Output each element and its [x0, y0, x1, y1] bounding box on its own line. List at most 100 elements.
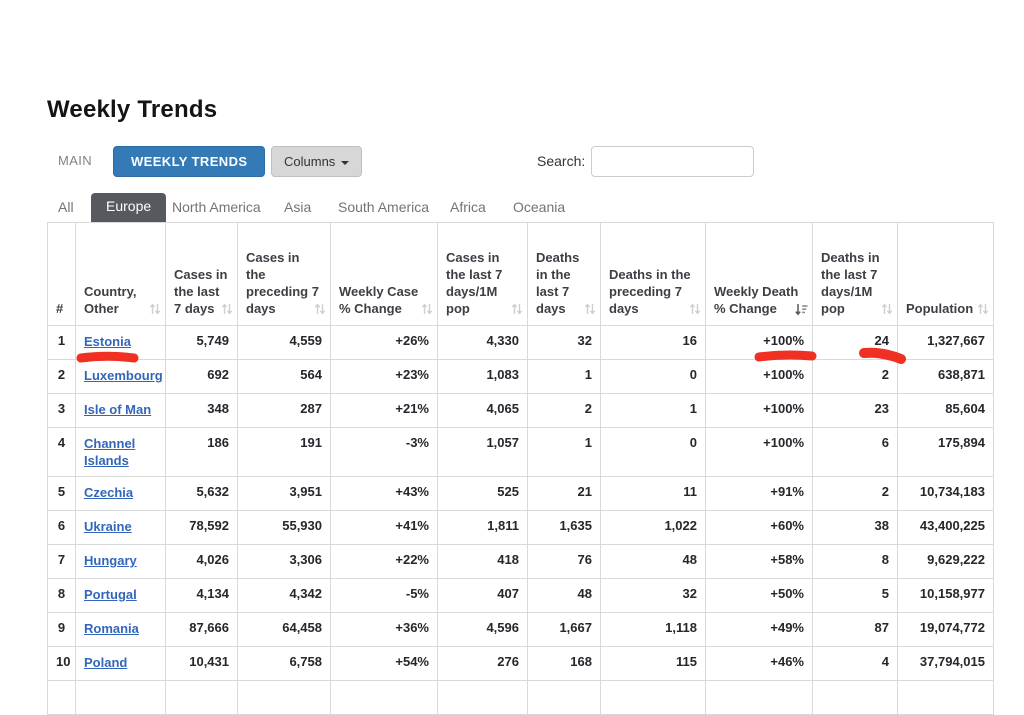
- value-cell: 115: [600, 646, 706, 681]
- columns-button-label: Columns: [284, 154, 336, 169]
- col-header-label: Cases in the last 7 days/1M pop: [446, 250, 503, 316]
- row-rank: 8: [47, 578, 76, 613]
- country-link[interactable]: Isle of Man: [84, 402, 152, 417]
- value-cell: +36%: [330, 612, 438, 647]
- region-tab-all[interactable]: All: [58, 199, 74, 215]
- value-cell: 87,666: [165, 612, 238, 647]
- value-cell: 32: [527, 325, 601, 360]
- value-cell: 48: [600, 544, 706, 579]
- region-tab-north-america[interactable]: North America: [172, 199, 261, 215]
- country-link[interactable]: Poland: [84, 655, 128, 670]
- sort-both-icon: [149, 302, 161, 316]
- value-cell: 407: [437, 578, 528, 613]
- value-cell: 43,400,225: [897, 510, 994, 545]
- value-cell: 1,057: [437, 427, 528, 477]
- region-tab-south-america[interactable]: South America: [338, 199, 430, 215]
- country-cell: Portugal: [75, 578, 166, 613]
- value-cell: 3,951: [237, 476, 331, 511]
- row-rank: 9: [47, 612, 76, 647]
- value-cell: 4,559: [237, 325, 331, 360]
- value-cell: +50%: [705, 578, 813, 613]
- col-header-label: Country, Other: [84, 284, 137, 316]
- region-tab-oceania[interactable]: Oceania: [513, 199, 566, 215]
- value-cell: 11: [600, 476, 706, 511]
- table-row: 4 Channel Islands 186 191 -3% 1,057 1 0 +100% 6 17…: [47, 427, 994, 477]
- row-rank: 10: [47, 646, 76, 681]
- country-link[interactable]: Portugal: [84, 587, 137, 602]
- sort-both-icon: [977, 302, 989, 316]
- value-cell: +60%: [705, 510, 813, 545]
- value-cell: 1: [527, 359, 601, 394]
- value-cell: 38: [812, 510, 898, 545]
- value-cell: 638,871: [897, 359, 994, 394]
- value-cell: +100%: [705, 359, 813, 394]
- main-nav-link[interactable]: MAIN: [58, 153, 93, 168]
- country-link[interactable]: Czechia: [84, 485, 134, 500]
- country-link[interactable]: Ukraine: [84, 519, 132, 534]
- region-tab-africa[interactable]: Africa: [450, 199, 486, 215]
- value-cell: 9,629,222: [897, 544, 994, 579]
- value-cell: +100%: [705, 427, 813, 477]
- region-tab-asia[interactable]: Asia: [284, 199, 312, 215]
- value-cell: 418: [437, 544, 528, 579]
- value-cell: 5,749: [165, 325, 238, 360]
- table-row: 2 Luxembourg 692 564 +23% 1,083 1 0 +100% 2 638,87…: [47, 359, 994, 394]
- value-cell: 1,083: [437, 359, 528, 394]
- country-link[interactable]: Channel Islands: [84, 436, 136, 468]
- col-header-population[interactable]: Population: [897, 222, 994, 326]
- value-cell: 1: [527, 427, 601, 477]
- sort-both-icon: [314, 302, 326, 316]
- search-input[interactable]: [591, 146, 754, 177]
- value-cell: +100%: [705, 393, 813, 428]
- col-header-weekly-death-change[interactable]: Weekly Death % Change: [705, 222, 813, 326]
- region-tab-europe[interactable]: Europe: [91, 193, 167, 222]
- value-cell: 525: [437, 476, 528, 511]
- col-header-deaths-preceding7[interactable]: Deaths in the preceding 7 days: [600, 222, 706, 326]
- col-header-deaths-per-1m[interactable]: Deaths in the last 7 days/1M pop: [812, 222, 898, 326]
- value-cell: +58%: [705, 544, 813, 579]
- col-header-label: Deaths in the preceding 7 days: [609, 267, 691, 316]
- col-header-label: Deaths in the last 7 days: [536, 250, 580, 316]
- page-title: Weekly Trends: [47, 96, 218, 123]
- value-cell: 37,794,015: [897, 646, 994, 681]
- weekly-trends-button[interactable]: WEEKLY TRENDS: [113, 146, 266, 177]
- value-cell: 1,022: [600, 510, 706, 545]
- caret-down-icon: [341, 160, 350, 165]
- value-cell: 1,811: [437, 510, 528, 545]
- country-cell: Estonia: [75, 325, 166, 360]
- value-cell: -5%: [330, 578, 438, 613]
- value-cell: 1: [600, 393, 706, 428]
- col-header-cases-preceding7[interactable]: Cases in the preceding 7 days: [237, 222, 331, 326]
- value-cell: 32: [600, 578, 706, 613]
- country-link[interactable]: Estonia: [84, 334, 131, 349]
- value-cell: +43%: [330, 476, 438, 511]
- value-cell: +49%: [705, 612, 813, 647]
- value-cell: 76: [527, 544, 601, 579]
- weekly-trends-table: # Country, Other Cases in the last 7 day…: [47, 222, 994, 715]
- country-link[interactable]: Luxembourg: [84, 368, 163, 383]
- col-header-deaths-last7[interactable]: Deaths in the last 7 days: [527, 222, 601, 326]
- col-header-weekly-case-change[interactable]: Weekly Case % Change: [330, 222, 438, 326]
- value-cell: +21%: [330, 393, 438, 428]
- country-link[interactable]: Romania: [84, 621, 139, 636]
- sort-both-icon: [221, 302, 233, 316]
- col-header-cases-last7[interactable]: Cases in the last 7 days: [165, 222, 238, 326]
- country-link[interactable]: Hungary: [84, 553, 137, 568]
- col-header-label: Population: [906, 301, 974, 316]
- sort-desc-active-icon: [794, 302, 808, 316]
- sort-both-icon: [881, 302, 893, 316]
- value-cell: 5,632: [165, 476, 238, 511]
- col-header-label: Weekly Death % Change: [714, 284, 799, 316]
- table-header: # Country, Other Cases in the last 7 day…: [47, 222, 994, 326]
- col-header-label: #: [56, 301, 64, 316]
- table-row: 5 Czechia 5,632 3,951 +43% 525 21 11 +91% 2 10,734…: [47, 476, 994, 511]
- value-cell: 1,118: [600, 612, 706, 647]
- col-header-country[interactable]: Country, Other: [75, 222, 166, 326]
- columns-dropdown-button[interactable]: Columns: [271, 146, 363, 177]
- col-header-cases-per-1m[interactable]: Cases in the last 7 days/1M pop: [437, 222, 528, 326]
- value-cell: 4,330: [437, 325, 528, 360]
- sort-both-icon: [511, 302, 523, 316]
- value-cell: 564: [237, 359, 331, 394]
- row-rank: 4: [47, 427, 76, 477]
- table-body: 1 Estonia 5,749 4,559 +26% 4,330 32 16 +100% 24 1,…: [47, 325, 994, 715]
